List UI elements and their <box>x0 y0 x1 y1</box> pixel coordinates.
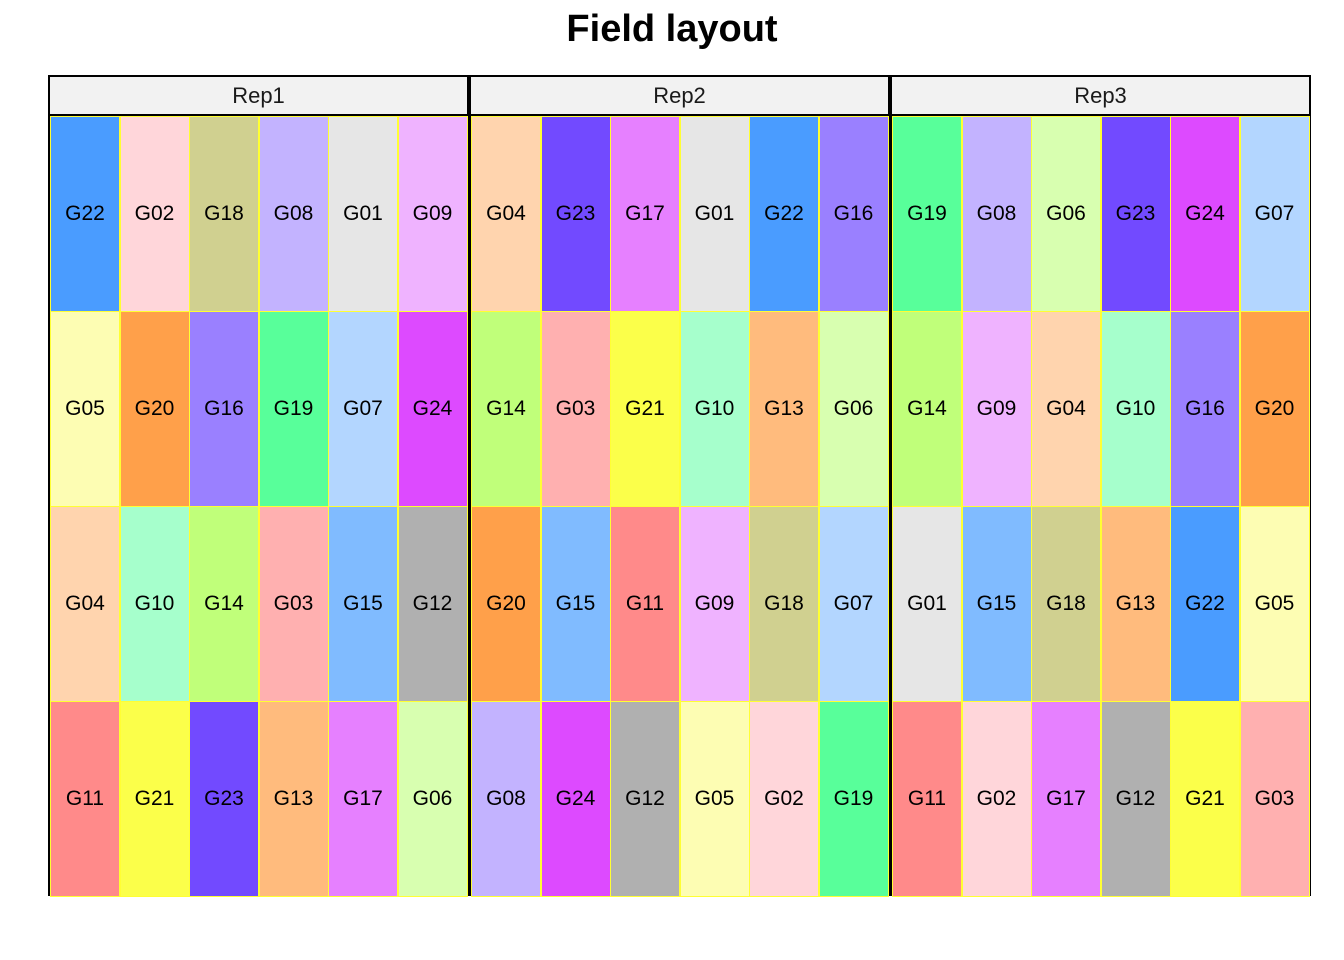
plot-cell: G07 <box>1239 116 1310 312</box>
plot-cell: G09 <box>679 506 750 702</box>
plot-cell: G21 <box>119 701 190 897</box>
plot-cell: G16 <box>189 311 259 507</box>
plot-cell: G19 <box>892 116 962 312</box>
plot-cell: G14 <box>892 311 962 507</box>
panel-rep3: Rep3 G19 G08 G06 G23 G24 G07 G14 G09 G04 G10 G16 G20… <box>890 75 1311 897</box>
plot-cell: G01 <box>892 506 962 702</box>
plot-grid: G04 G23 G17 G01 G22 G16 G14 G03 G21 G10 G13 G06 G20 G… <box>471 116 889 897</box>
plot-cell: G12 <box>397 506 468 702</box>
plot-cell: G14 <box>471 311 541 507</box>
plot-cell: G07 <box>818 506 889 702</box>
plot-cell: G16 <box>1170 311 1240 507</box>
plot-cell: G17 <box>328 701 398 897</box>
plot-cell: G06 <box>1031 116 1101 312</box>
plot-cell: G03 <box>1239 701 1310 897</box>
plot-cell: G22 <box>1170 506 1240 702</box>
plot-cell: G20 <box>1239 311 1310 507</box>
facet-label: Rep1 <box>50 77 467 116</box>
plot-cell: G18 <box>749 506 819 702</box>
facet-label: Rep2 <box>471 77 888 116</box>
plot-cell: G02 <box>749 701 819 897</box>
plot-cell: G15 <box>961 506 1032 702</box>
plot-cell: G06 <box>818 311 889 507</box>
plot-cell: G10 <box>679 311 750 507</box>
plot-cell: G17 <box>610 116 680 312</box>
plot-cell: G07 <box>328 311 398 507</box>
plot-cell: G15 <box>540 506 611 702</box>
plot-cell: G23 <box>540 116 611 312</box>
panel-rep1: Rep1 G22 G02 G18 G08 G01 G09 G05 G20 G16 G19 G07 G24… <box>48 75 469 897</box>
plot-grid: G22 G02 G18 G08 G01 G09 G05 G20 G16 G19 G07 G24 G04 G… <box>50 116 468 897</box>
plot-cell: G20 <box>119 311 190 507</box>
plot-cell: G04 <box>50 506 120 702</box>
plot-cell: G04 <box>471 116 541 312</box>
facet-label: Rep3 <box>892 77 1309 116</box>
plot-cell: G04 <box>1031 311 1101 507</box>
chart-title: Field layout <box>566 8 778 50</box>
plot-cell: G13 <box>258 701 329 897</box>
plot-cell: G18 <box>189 116 259 312</box>
plot-cell: G09 <box>397 116 468 312</box>
plot-cell: G22 <box>50 116 120 312</box>
plot-cell: G06 <box>397 701 468 897</box>
plot-cell: G22 <box>749 116 819 312</box>
plot-cell: G03 <box>540 311 611 507</box>
plot-grid: G19 G08 G06 G23 G24 G07 G14 G09 G04 G10 G16 G20 G01 G… <box>892 116 1310 897</box>
plot-cell: G12 <box>610 701 680 897</box>
plot-cell: G08 <box>471 701 541 897</box>
plot-cell: G16 <box>818 116 889 312</box>
plot-cell: G19 <box>258 311 329 507</box>
plot-cell: G11 <box>892 701 962 897</box>
panel-rep2: Rep2 G04 G23 G17 G01 G22 G16 G14 G03 G21 G10 G13 G06… <box>469 75 890 897</box>
plot-cell: G20 <box>471 506 541 702</box>
plot-cell: G19 <box>818 701 889 897</box>
plot-cell: G13 <box>749 311 819 507</box>
plot-cell: G24 <box>540 701 611 897</box>
plot-cell: G05 <box>679 701 750 897</box>
plot-cell: G05 <box>50 311 120 507</box>
plot-cell: G23 <box>1100 116 1171 312</box>
plot-cell: G11 <box>50 701 120 897</box>
plot-cell: G02 <box>961 701 1032 897</box>
plot-cell: G24 <box>397 311 468 507</box>
plot-cell: G09 <box>961 311 1032 507</box>
plot-cell: G23 <box>189 701 259 897</box>
plot-cell: G14 <box>189 506 259 702</box>
plot-cell: G21 <box>1170 701 1240 897</box>
plot-cell: G12 <box>1100 701 1171 897</box>
plot-cell: G21 <box>610 311 680 507</box>
plot-cell: G10 <box>1100 311 1171 507</box>
plot-cell: G13 <box>1100 506 1171 702</box>
plot-cell: G15 <box>328 506 398 702</box>
plot-cell: G01 <box>328 116 398 312</box>
plot-cell: G17 <box>1031 701 1101 897</box>
plot-cell: G08 <box>961 116 1032 312</box>
field-layout-panels: Rep1 G22 G02 G18 G08 G01 G09 G05 G20 G16 G19 G07 G24… <box>48 75 1312 897</box>
plot-cell: G08 <box>258 116 329 312</box>
plot-cell: G01 <box>679 116 750 312</box>
plot-cell: G18 <box>1031 506 1101 702</box>
plot-cell: G10 <box>119 506 190 702</box>
plot-cell: G24 <box>1170 116 1240 312</box>
plot-cell: G03 <box>258 506 329 702</box>
plot-cell: G02 <box>119 116 190 312</box>
plot-cell: G11 <box>610 506 680 702</box>
plot-cell: G05 <box>1239 506 1310 702</box>
